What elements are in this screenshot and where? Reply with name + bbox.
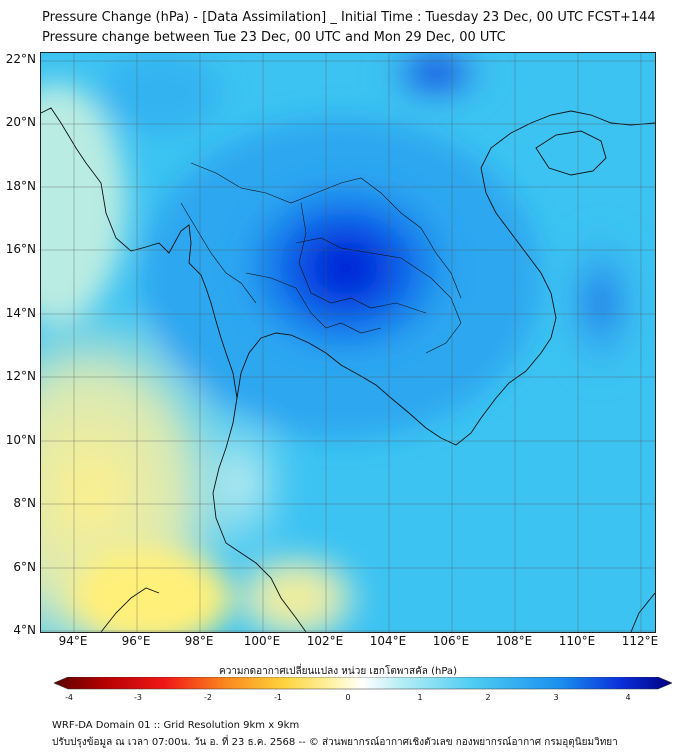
- border-myanmar: [180, 202, 257, 304]
- lon-label: 94°E: [58, 634, 88, 648]
- lon-label: 110°E: [558, 634, 596, 648]
- field-north-low: [381, 53, 491, 108]
- lat-label: 18°N: [5, 179, 36, 193]
- lon-label: 96°E: [121, 634, 151, 648]
- lon-label: 106°E: [432, 634, 470, 648]
- border-laos: [190, 162, 462, 299]
- field-east-low: [556, 223, 646, 383]
- lat-label: 12°N: [5, 369, 36, 383]
- colorbar-bar: [54, 677, 672, 690]
- lat-label: 8°N: [13, 496, 36, 510]
- graticule: [41, 53, 655, 632]
- field-gulf-pale: [186, 393, 296, 573]
- lat-label: 10°N: [5, 433, 36, 447]
- colorbar-tick: -3: [134, 693, 142, 702]
- colorbar-tick: -1: [274, 693, 282, 702]
- lat-label: 22°N: [5, 52, 36, 66]
- lon-label: 100°E: [243, 634, 281, 648]
- borneo-coast: [630, 592, 655, 632]
- field-northwest-fall: [101, 53, 221, 133]
- border-cambodia: [295, 237, 462, 354]
- border-thai-provinces-2: [245, 272, 382, 334]
- pressure-change-map: [40, 52, 656, 633]
- field-west-pale: [41, 83, 126, 323]
- hainan-island: [535, 130, 607, 176]
- border-thai-provinces-1: [298, 202, 427, 314]
- lon-label: 104°E: [369, 634, 407, 648]
- colorbar-tick: 2: [485, 693, 491, 702]
- lat-label: 20°N: [5, 115, 36, 129]
- colorbar-tick: 3: [553, 693, 559, 702]
- lat-label: 16°N: [5, 242, 36, 256]
- lon-label: 108°E: [495, 634, 533, 648]
- vietnam-coast: [480, 110, 655, 419]
- lon-label: 98°E: [184, 634, 214, 648]
- admin-borders: [180, 162, 462, 354]
- footer-credit: ปรับปรุงข้อมูล ณ เวลา 07:00น. วัน อ. ที่…: [52, 737, 618, 748]
- lat-label: 4°N: [13, 623, 36, 637]
- lat-label: 6°N: [13, 560, 36, 574]
- lon-label: 112°E: [621, 634, 659, 648]
- colorbar: [54, 677, 672, 690]
- colorbar-tick: -4: [65, 693, 73, 702]
- field-south-rise: [226, 548, 366, 632]
- map-subtitle: Pressure change between Tue 23 Dec, 00 U…: [42, 30, 506, 45]
- colorbar-tick: -2: [204, 693, 212, 702]
- footer-model-info: WRF-DA Domain 01 :: Grid Resolution 9km …: [52, 720, 300, 731]
- sumatra-coast: [100, 587, 160, 632]
- lon-label: 102°E: [306, 634, 344, 648]
- colorbar-tick: 4: [625, 693, 631, 702]
- field-southwest-rise: [41, 303, 241, 632]
- mainland-coast: [41, 107, 307, 632]
- map-title: Pressure Change (hPa) - [Data Assimilati…: [42, 10, 656, 25]
- gulf-of-thailand-coast: [236, 332, 482, 446]
- pressure-field: [41, 53, 646, 632]
- colorbar-tick: 0: [345, 693, 351, 702]
- colorbar-title: ความกดอากาศเปลี่ยนแปลง หน่วย เฮกโตพาสคัล…: [219, 666, 457, 677]
- colorbar-tick: 1: [417, 693, 423, 702]
- map-svg: [41, 53, 655, 632]
- field-main-low: [221, 163, 471, 373]
- lat-label: 14°N: [5, 306, 36, 320]
- coastlines: [41, 107, 655, 632]
